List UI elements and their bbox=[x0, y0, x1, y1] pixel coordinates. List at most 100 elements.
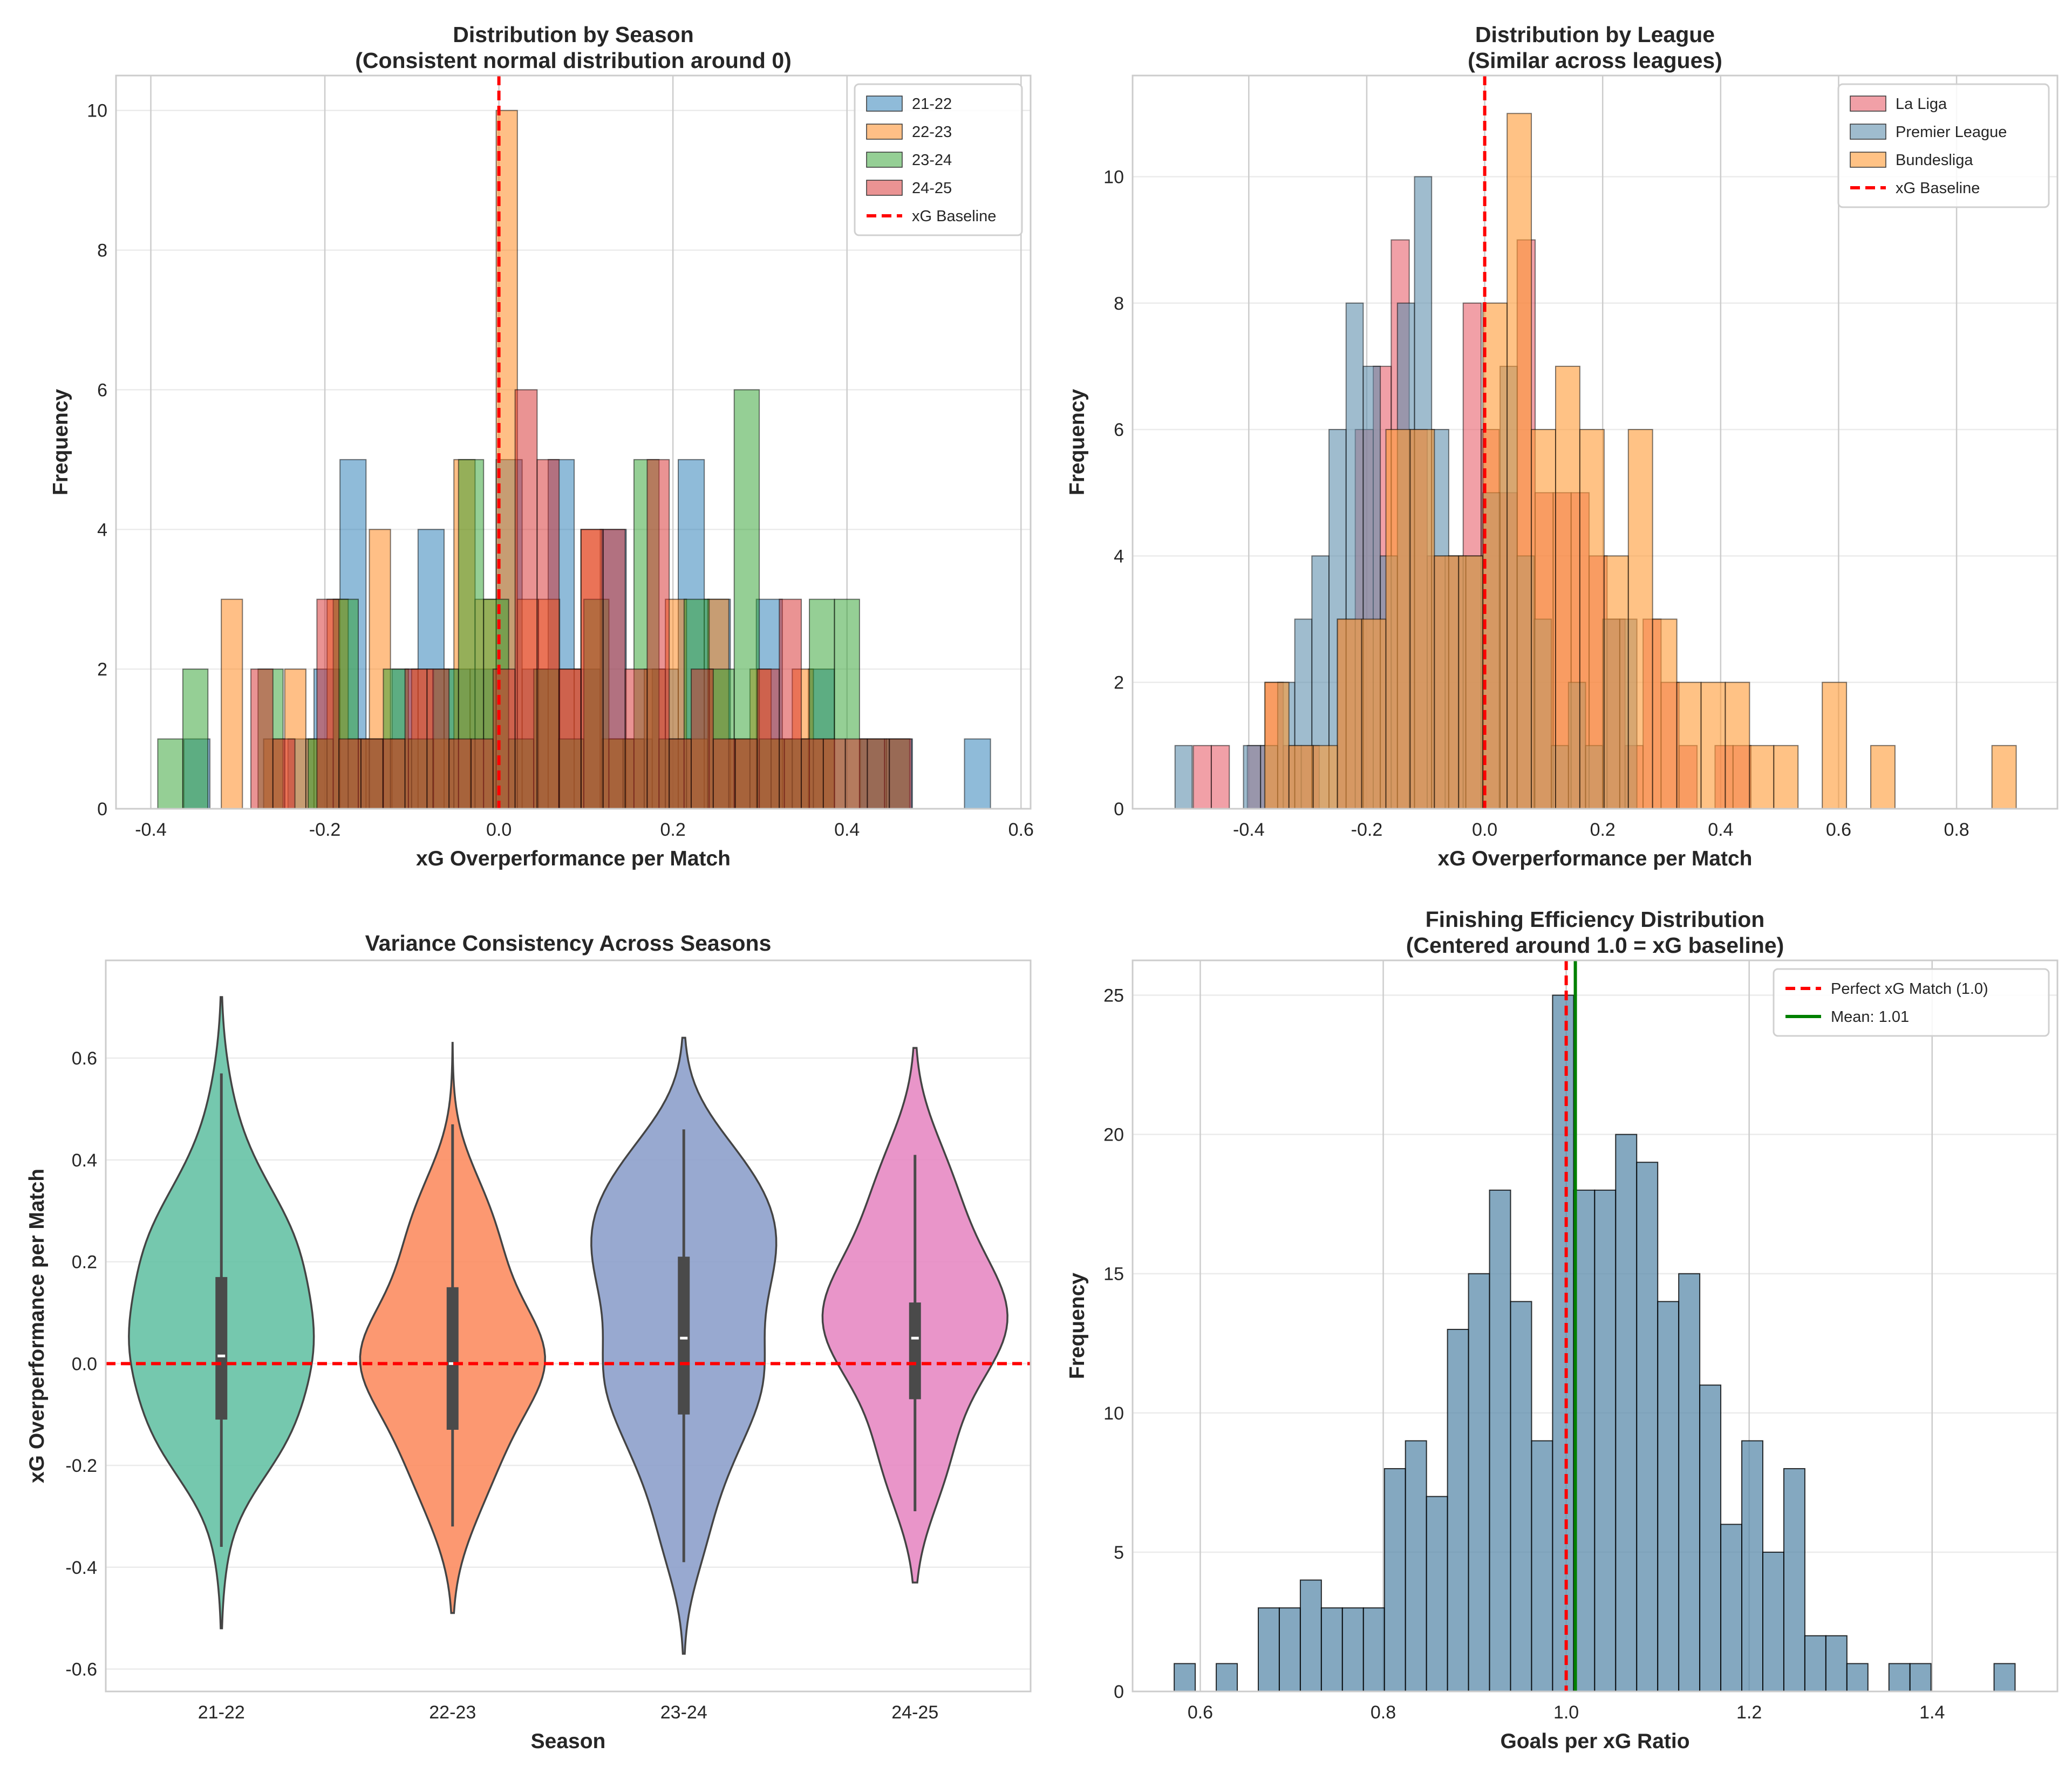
y-tick-label: 25 bbox=[1103, 986, 1124, 1006]
legend-swatch bbox=[866, 124, 903, 140]
histogram-bar bbox=[157, 738, 183, 809]
histogram-bar bbox=[801, 738, 824, 809]
histogram-bar bbox=[1909, 1663, 1932, 1692]
x-tick-label: 0.8 bbox=[1371, 1702, 1396, 1723]
histogram-bar bbox=[1720, 1524, 1743, 1692]
histogram-bar bbox=[1320, 1607, 1343, 1692]
histogram-bar bbox=[1615, 1134, 1638, 1693]
axes-border bbox=[115, 74, 1032, 810]
axes-border bbox=[1132, 74, 2059, 810]
histogram-bar bbox=[1573, 1189, 1596, 1693]
series-24-25 bbox=[250, 389, 912, 809]
histogram-bar bbox=[1468, 1273, 1490, 1693]
histogram-bar bbox=[1434, 555, 1460, 809]
histogram-bar bbox=[1482, 302, 1508, 809]
y-tick-label: 2 bbox=[1114, 673, 1124, 693]
histogram-bar bbox=[1243, 745, 1262, 810]
x-tick-label: 1.0 bbox=[1553, 1702, 1579, 1723]
histogram-bar bbox=[1594, 1189, 1617, 1693]
y-tick-label: 8 bbox=[1114, 294, 1124, 314]
y-tick-label: 0 bbox=[1114, 1682, 1124, 1702]
histogram-bar bbox=[536, 459, 560, 809]
y-tick-label: 0 bbox=[1114, 799, 1124, 820]
legend-box bbox=[1773, 968, 2050, 1037]
histogram-bar bbox=[1531, 1440, 1553, 1692]
histogram-bar bbox=[624, 668, 648, 809]
histogram-bar bbox=[1725, 681, 1750, 810]
legend: Perfect xG Match (1.0) Mean: 1.01 bbox=[1773, 968, 2050, 1037]
x-tick-label: -0.2 bbox=[1351, 820, 1383, 840]
histogram-bar bbox=[558, 668, 582, 809]
histogram-bar bbox=[1216, 1663, 1238, 1692]
histogram-bar bbox=[1174, 745, 1193, 810]
x-axis-label: xG Overperformance per Match bbox=[416, 847, 731, 870]
legend-box bbox=[1837, 83, 2050, 208]
histogram-bar bbox=[602, 529, 626, 809]
x-axis-label: xG Overperformance per Match bbox=[1437, 847, 1752, 870]
x-tick-label: 0.8 bbox=[1944, 820, 1969, 840]
legend-swatch bbox=[866, 95, 903, 112]
y-axis-label: Frequency bbox=[1066, 1273, 1089, 1380]
histogram-bar bbox=[1337, 618, 1362, 809]
histogram-bar bbox=[1507, 113, 1532, 810]
legend-box bbox=[854, 83, 1023, 236]
histogram-bar bbox=[1458, 555, 1484, 809]
histogram-bar bbox=[779, 598, 802, 809]
y-tick-label: 15 bbox=[1103, 1264, 1124, 1285]
chart-title: Distribution by League bbox=[1475, 22, 1715, 47]
histogram-bar bbox=[221, 598, 243, 809]
series-bundesliga bbox=[1264, 113, 2017, 810]
x-axis-label: Goals per xG Ratio bbox=[1500, 1730, 1689, 1753]
histogram-bar bbox=[756, 668, 780, 809]
y-tick-label: 0 bbox=[97, 799, 107, 820]
y-tick-label: 0.6 bbox=[72, 1048, 97, 1069]
chart-title: Variance Consistency Across Seasons bbox=[365, 931, 772, 956]
histogram-bar bbox=[1361, 618, 1387, 809]
histogram-bar bbox=[1552, 994, 1575, 1692]
histogram-bar bbox=[1846, 1663, 1869, 1692]
legend-swatch bbox=[1850, 95, 1886, 112]
y-tick-label: 20 bbox=[1103, 1125, 1124, 1145]
histogram-bar bbox=[1888, 1663, 1911, 1692]
histogram-bar bbox=[1627, 429, 1653, 809]
histogram-bar bbox=[338, 738, 362, 809]
legend-label: Mean: 1.01 bbox=[1831, 1008, 1909, 1026]
histogram-bar bbox=[1762, 1551, 1784, 1693]
histogram-bar bbox=[844, 738, 868, 809]
legend-label: xG Baseline bbox=[1896, 180, 1980, 197]
histogram-bar bbox=[514, 389, 538, 809]
histogram-bar bbox=[822, 738, 846, 809]
x-tick-label: 0.6 bbox=[1826, 820, 1851, 840]
y-tick-label: -0.4 bbox=[65, 1558, 97, 1578]
histogram-bar bbox=[646, 459, 670, 809]
subplot-4: 0 5 10 15 20 25 0.6 0.8 1.0 1.2 1.4 Finishing Effic… bbox=[1066, 907, 2059, 1753]
histogram-bar bbox=[360, 738, 384, 809]
histogram-bar bbox=[734, 738, 758, 809]
legend-label: Perfect xG Match (1.0) bbox=[1831, 980, 1988, 998]
histogram-bar bbox=[1603, 555, 1629, 809]
chart-subtitle: (Centered around 1.0 = xG baseline) bbox=[1406, 933, 1784, 958]
legend-label: La Liga bbox=[1896, 95, 1947, 113]
x-tick-label: 0.2 bbox=[660, 820, 686, 840]
histogram-bar bbox=[182, 668, 209, 809]
histogram-bar bbox=[316, 598, 340, 809]
y-tick-label: 2 bbox=[97, 659, 107, 680]
histogram-bar bbox=[1579, 429, 1605, 809]
histogram-bar bbox=[1870, 745, 1896, 810]
histogram-bar bbox=[1278, 1607, 1301, 1692]
histogram-bar bbox=[1555, 365, 1580, 809]
violin-iqr-box bbox=[909, 1302, 921, 1400]
x-tick-label: 22-23 bbox=[429, 1702, 476, 1723]
violin-24-25 bbox=[821, 1047, 1008, 1584]
y-tick-label: 10 bbox=[1103, 1403, 1124, 1424]
histogram-bar bbox=[1210, 745, 1230, 810]
histogram-bar bbox=[1678, 1273, 1701, 1693]
y-axis-label: Frequency bbox=[1066, 389, 1089, 496]
violin-iqr-box bbox=[446, 1287, 459, 1430]
histogram-bar bbox=[1991, 745, 2017, 810]
histogram-bar bbox=[1773, 745, 1799, 810]
subplot-3: -0.6 -0.4 -0.2 0.0 0.2 0.4 0.6 Variance Consist… bbox=[25, 931, 1032, 1753]
y-tick-label: 4 bbox=[1114, 546, 1124, 567]
y-axis-label: Frequency bbox=[49, 389, 72, 496]
